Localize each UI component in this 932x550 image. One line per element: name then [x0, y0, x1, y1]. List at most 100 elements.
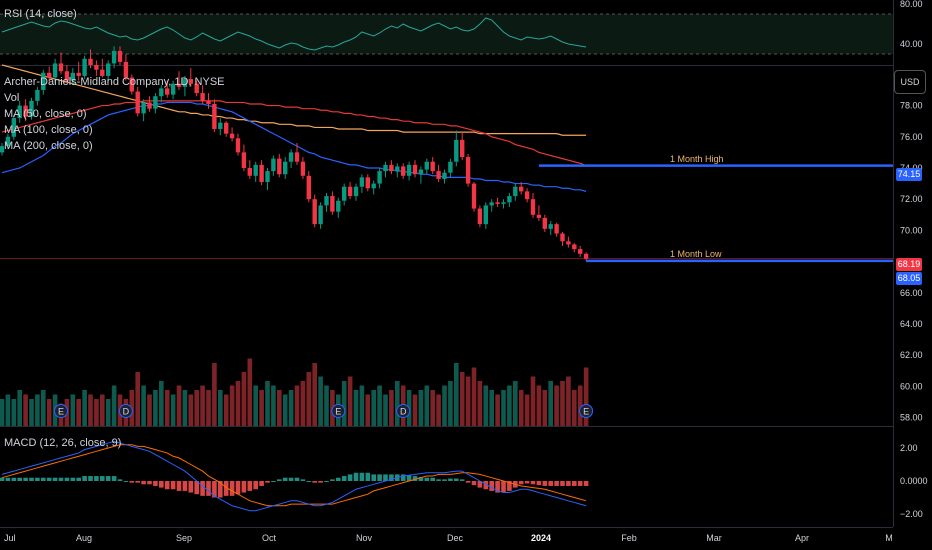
volume-bar: [430, 390, 435, 426]
macd-histogram-bar: [123, 481, 129, 482]
candle-body: [241, 152, 247, 168]
macd-histogram-bar: [141, 481, 146, 485]
volume-bar: [23, 394, 28, 426]
volume-bar: [88, 394, 93, 426]
volume-bar: [513, 381, 518, 426]
volume-bar: [17, 390, 22, 426]
volume-bar: [76, 399, 81, 426]
volume-bar: [235, 381, 241, 426]
candle-body: [424, 161, 429, 170]
macd-histogram-bar: [82, 476, 87, 481]
candle-body: [153, 96, 158, 109]
candle-body: [448, 161, 453, 173]
x-axis-label: Nov: [356, 533, 373, 543]
volume-bar: [489, 390, 494, 426]
macd-histogram-bar: [218, 481, 223, 498]
volume-bar: [111, 385, 117, 426]
macd-histogram-bar: [454, 478, 459, 481]
volume-bar: [341, 381, 347, 426]
volume-bar: [294, 385, 300, 426]
candle-body: [460, 139, 465, 158]
rsi-line: [1, 17, 587, 51]
volume-bar: [82, 390, 87, 426]
volume-bar: [395, 381, 400, 426]
event-marker-label: D: [123, 407, 130, 417]
macd-histogram-bar: [560, 481, 565, 486]
candle-body: [353, 186, 359, 197]
macd-histogram-bar: [507, 481, 512, 491]
volume-bar: [324, 385, 329, 426]
x-axis-label: M: [885, 533, 893, 543]
volume-bar: [206, 390, 211, 426]
candle-body: [129, 77, 134, 92]
candle-body: [271, 158, 276, 172]
macd-histogram-bar: [483, 481, 489, 490]
macd-histogram-bar: [23, 477, 28, 481]
volume-bar: [182, 390, 188, 426]
volume-bar: [524, 394, 530, 426]
volume-bar: [477, 381, 483, 426]
candle-body: [23, 105, 28, 117]
x-axis-label: Oct: [262, 533, 277, 543]
macd-histogram-bar: [200, 481, 205, 496]
macd-histogram-bar: [288, 477, 294, 481]
macd-histogram-bar: [442, 479, 447, 481]
volume-bar: [70, 394, 76, 426]
candle-body: [253, 164, 258, 176]
macd-histogram-bar: [412, 476, 418, 481]
macd-histogram-bar: [318, 481, 323, 483]
candle-body: [41, 72, 46, 90]
month-low-price-tag: 68.05: [896, 272, 922, 285]
macd-histogram-bar: [64, 477, 70, 481]
volume-bar: [159, 381, 164, 426]
ma200-line: [1, 64, 587, 136]
currency-button[interactable]: USD: [894, 70, 926, 94]
volume-bar: [507, 385, 512, 426]
candle-body: [312, 199, 317, 225]
candle-body: [572, 244, 577, 250]
macd-histogram-bar: [35, 477, 40, 481]
volume-bar: [389, 390, 394, 426]
candle-body: [306, 175, 311, 200]
indicator-ma50: MA (50, close, 0): [4, 108, 87, 120]
candle-body: [342, 186, 347, 201]
candle-body: [117, 50, 123, 62]
macd-histogram-bar: [324, 481, 329, 482]
candle-body: [58, 63, 64, 72]
candle-body: [123, 61, 129, 78]
candle-body: [401, 166, 406, 176]
macd-histogram-bar: [129, 481, 135, 483]
macd-histogram-bar: [383, 474, 388, 481]
volume-bar: [383, 394, 388, 426]
volume-bar: [135, 372, 140, 426]
macd-histogram-bar: [542, 481, 548, 486]
candle-body: [389, 164, 394, 172]
macd-histogram-bar: [277, 479, 282, 481]
macd-histogram-bar: [294, 477, 300, 481]
candle-body: [430, 161, 435, 172]
price-tick-label: 72.00: [900, 194, 923, 204]
month-low-label: 1 Month Low: [670, 249, 722, 259]
ma50-line: [1, 101, 587, 192]
volume-bar: [359, 385, 365, 426]
candle-body: [259, 164, 264, 183]
month-high-label: 1 Month High: [670, 154, 724, 164]
macd-histogram-bar: [259, 481, 264, 486]
volume-bar: [200, 385, 205, 426]
macd-histogram-bar: [111, 476, 117, 481]
candle-body: [418, 169, 424, 175]
price-tick-label: 78.00: [900, 101, 923, 111]
candle-body: [111, 50, 117, 64]
volume-bar: [371, 390, 376, 426]
macd-histogram-bar: [436, 479, 441, 481]
volume-bar: [566, 376, 571, 426]
candle-body: [182, 79, 188, 87]
candle-body: [359, 177, 365, 187]
macd-histogram-bar: [548, 481, 553, 486]
event-marker: [331, 404, 346, 418]
volume-bar: [11, 399, 17, 426]
candle-body: [495, 202, 500, 204]
volume-bar: [483, 385, 489, 426]
macd-histogram-bar: [495, 481, 500, 493]
